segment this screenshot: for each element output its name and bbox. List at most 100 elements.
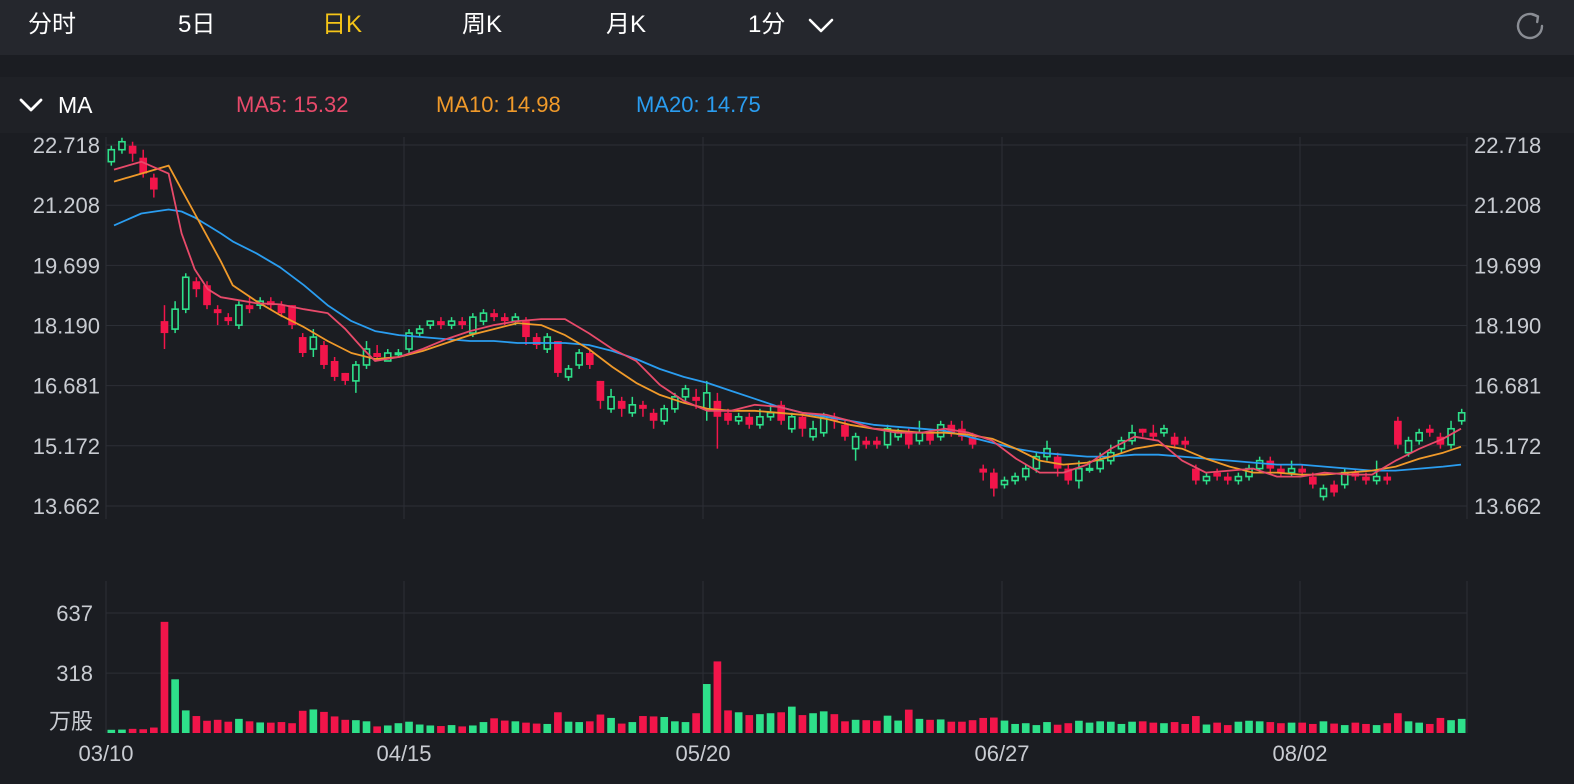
volume-bar <box>841 721 849 733</box>
volume-bar <box>554 712 562 733</box>
volume-bar <box>150 727 158 733</box>
volume-bar <box>617 723 626 733</box>
candle-body-down <box>298 337 307 354</box>
volume-bar <box>298 710 307 733</box>
tab-5day[interactable]: 5日 <box>178 11 216 38</box>
volume-bar <box>245 721 254 733</box>
volume-bar <box>787 706 796 733</box>
candle-body-down <box>692 396 700 401</box>
volume-bar <box>724 710 732 733</box>
candle-body-up <box>1447 427 1455 446</box>
volume-bar <box>256 722 265 733</box>
volume-bar <box>904 709 913 733</box>
volume-bar <box>1277 723 1285 733</box>
volume-bar <box>1298 722 1307 733</box>
volume-bar <box>756 714 764 733</box>
volume-bar <box>213 719 222 733</box>
volume-bar <box>224 721 233 733</box>
candle-body-up <box>469 316 477 334</box>
price-tick-label-left: 18.190 <box>33 314 100 339</box>
candle-body-down <box>288 305 296 326</box>
tab-daily-k[interactable]: 日K <box>322 11 363 38</box>
candle-body-down <box>841 424 849 437</box>
date-tick-label: 08/02 <box>1272 741 1327 766</box>
tab-intraday[interactable]: 分时 <box>28 11 76 38</box>
candle-body-down <box>745 416 754 425</box>
date-tick-label: 03/10 <box>78 741 133 766</box>
candle-body-down <box>203 285 211 306</box>
candle-body-down <box>1308 476 1317 485</box>
ma-label: MA <box>58 92 93 118</box>
volume-bar <box>1064 723 1073 733</box>
volume-bar <box>415 724 424 733</box>
candle-body-down <box>437 321 445 326</box>
price-tick-label-left: 21.208 <box>33 193 100 218</box>
volume-bar <box>235 718 243 733</box>
candle-body-up <box>235 304 243 326</box>
candle-body-down <box>1053 456 1062 469</box>
candle-body-down <box>639 404 647 409</box>
ma5-value: MA5: 15.32 <box>236 92 349 117</box>
ma5-line <box>113 160 1462 478</box>
candle-body-up <box>171 308 179 330</box>
volume-bar <box>1032 725 1041 733</box>
volume-bar <box>628 722 637 733</box>
volume-bar <box>1149 722 1158 733</box>
candle-body-down <box>724 412 732 421</box>
tab-weekly-k[interactable]: 周K <box>462 11 503 38</box>
candle-body-down <box>585 353 594 365</box>
volume-bar <box>1287 722 1296 733</box>
date-tick-label: 06/27 <box>974 741 1029 766</box>
volume-bar <box>1075 720 1083 733</box>
volume-bar <box>639 716 647 733</box>
candle-body-up <box>415 328 424 334</box>
volume-bar <box>181 710 190 733</box>
candle-body-down <box>213 309 222 314</box>
volume-bar <box>830 714 839 733</box>
volume-bar <box>1213 722 1221 733</box>
ma20-value: MA20: 14.75 <box>636 92 761 117</box>
candle-body-down <box>990 472 998 489</box>
candle-body-up <box>851 435 860 450</box>
candle-body-down <box>862 440 871 445</box>
volume-bar <box>851 719 860 733</box>
chevron-down-icon[interactable] <box>806 14 836 36</box>
candle-body-down <box>128 145 137 154</box>
tab-1min[interactable]: 1分 <box>748 11 786 38</box>
candle-body-down <box>1425 428 1434 433</box>
candle-body-up <box>1234 475 1243 482</box>
volume-bar <box>575 722 583 733</box>
volume-bar <box>681 722 690 733</box>
candle-body-up <box>671 396 679 410</box>
candle-body-up <box>479 312 488 322</box>
refresh-icon[interactable] <box>1512 8 1548 44</box>
candle-body-up <box>564 368 573 378</box>
candle-body-up <box>352 364 360 382</box>
candle-body-up <box>118 140 126 151</box>
candle-body-down <box>554 341 562 373</box>
candle-body-down <box>500 317 509 322</box>
volume-tick-label: 637 <box>56 601 93 626</box>
ma-indicator-bar: MA MA5: 15.32 MA10: 14.98 MA20: 14.75 <box>0 77 1574 133</box>
volume-bar <box>968 720 977 733</box>
volume-bar <box>341 719 350 733</box>
volume-bar <box>702 684 711 733</box>
candle-body-up <box>405 332 413 350</box>
candle-body-up <box>309 336 318 350</box>
candle-body-up <box>1202 475 1211 482</box>
candle-body-down <box>617 400 626 409</box>
candle-body-up <box>394 352 403 356</box>
kline-chart[interactable]: 22.718 22.718 21.208 21.208 19.699 19.699 18.1… <box>0 133 1574 784</box>
candle-body-down <box>277 305 286 314</box>
candle-body-up <box>607 396 615 410</box>
candle-body-up <box>447 320 456 326</box>
volume-bar <box>352 720 360 733</box>
candle-body-up <box>1372 475 1381 482</box>
candle-body-up <box>660 408 669 422</box>
tab-monthly-k[interactable]: 月K <box>606 11 647 38</box>
price-tick-label-right: 19.699 <box>1474 253 1541 278</box>
candle-body-up <box>915 431 924 442</box>
volume-bar <box>522 722 530 733</box>
volume-bar <box>511 721 520 733</box>
candle-body-down <box>245 305 254 310</box>
